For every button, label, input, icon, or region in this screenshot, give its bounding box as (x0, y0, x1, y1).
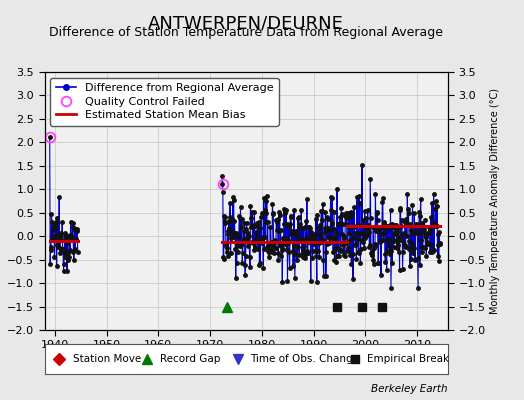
Text: Record Gap: Record Gap (159, 354, 220, 364)
Text: Difference of Station Temperature Data from Regional Average: Difference of Station Temperature Data f… (49, 26, 443, 39)
Text: Station Move: Station Move (73, 354, 141, 364)
Text: Empirical Break: Empirical Break (367, 354, 450, 364)
Text: Berkeley Earth: Berkeley Earth (372, 384, 448, 394)
Legend: Difference from Regional Average, Quality Control Failed, Estimated Station Mean: Difference from Regional Average, Qualit… (50, 78, 279, 126)
Text: ANTWERPEN/DEURNE: ANTWERPEN/DEURNE (148, 14, 344, 32)
Text: Time of Obs. Change: Time of Obs. Change (250, 354, 359, 364)
Y-axis label: Monthly Temperature Anomaly Difference (°C): Monthly Temperature Anomaly Difference (… (490, 88, 500, 314)
